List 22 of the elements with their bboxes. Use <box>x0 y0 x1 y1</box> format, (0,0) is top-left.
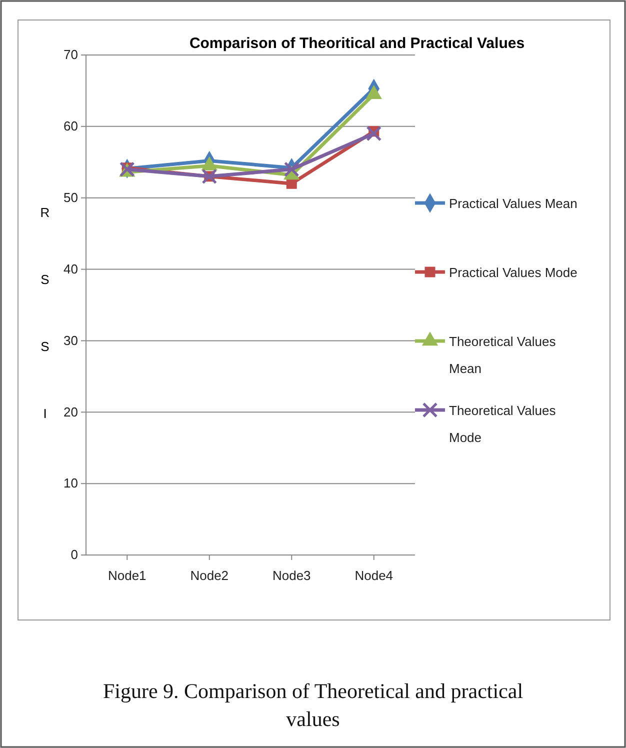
legend-label: Theoretical Values Mean <box>449 334 556 376</box>
x-tick-label: Node2 <box>190 568 229 583</box>
caption: Figure 9. Comparison of Theoretical and practical values <box>102 679 524 731</box>
x-tick-label: Node3 <box>272 568 311 583</box>
legend-label: Practical Values Mean <box>449 196 578 211</box>
y-tick-label: 30 <box>64 332 78 348</box>
legend-label: Practical Values Mode <box>449 265 578 280</box>
y-tick-label: 70 <box>64 47 78 62</box>
y-tick-label: 20 <box>64 404 78 420</box>
point <box>366 126 382 142</box>
y-tick-label: 50 <box>64 190 78 206</box>
y-tick-label: 0 <box>70 547 78 562</box>
y-tick-label: 40 <box>64 261 78 276</box>
legend-label: Theoretical Values Mode <box>449 403 556 445</box>
x-tick-label: Node4 <box>354 568 394 583</box>
x-tick-label: Node1 <box>108 568 146 583</box>
point <box>286 178 297 189</box>
y-tick-label: 60 <box>64 118 78 134</box>
point <box>284 162 300 177</box>
y-tick-label: 10 <box>64 476 78 491</box>
chart-title: Comparison of Theoritical and Practical Values <box>189 35 525 52</box>
y-axis-title: RSSI <box>38 205 52 473</box>
